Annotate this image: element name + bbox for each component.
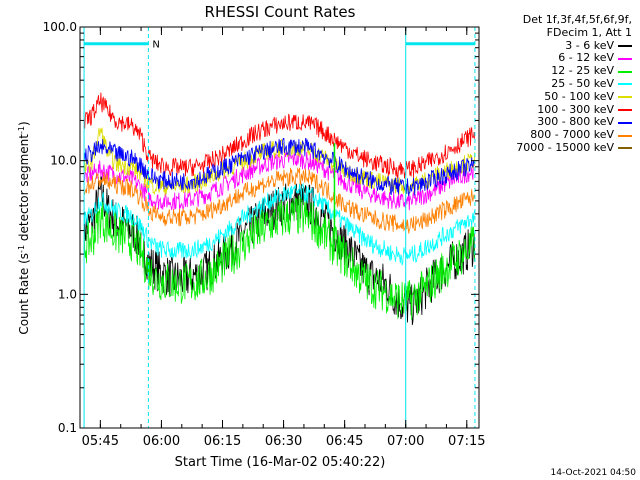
legend-swatch [618,147,632,150]
legend-header-line: FDecim 1, Att 1 [546,25,632,39]
series-line-7 [83,167,476,234]
x-tick-label: 07:00 [387,434,424,449]
legend-label: 800 - 7000 keV [530,128,614,142]
legend-entry: 100 - 300 keV [516,102,632,117]
y-axis-label-part: detector segment [17,134,31,245]
series-line-3 [83,182,476,267]
y-axis-label: Count Rate (s-1 detector segment-1) [17,121,32,334]
timestamp: 14-Oct-2021 04:50 [550,468,636,478]
legend-entry: 3 - 6 keV [516,38,632,53]
y-tick-label: 10.0 [50,154,77,168]
legend-label: 6 - 12 keV [558,51,614,65]
legend-swatch [618,70,632,73]
y-axis-label-exponent: -1 [17,126,26,134]
legend-label: 300 - 800 keV [537,115,614,129]
legend-entries: 3 - 6 keV 6 - 12 keV 12 - 25 keV 25 - 50 ke… [516,38,632,155]
legend-swatch [618,44,632,47]
legend-swatch [618,134,632,137]
series-line-5 [83,92,476,179]
series-line-2 [83,195,476,320]
legend-entry: 12 - 25 keV [516,64,632,78]
legend-label: 3 - 6 keV [565,38,614,52]
legend-swatch [618,96,632,99]
y-axis-label-exponent: -1 [17,245,26,253]
legend-entry: 800 - 7000 keV [516,128,632,142]
legend-label: 7000 - 15000 keV [516,140,614,154]
chart-title: RHESSI Count Rates [205,3,356,21]
y-tick-label: 1.0 [58,287,77,301]
x-tick-label: 06:00 [143,434,180,449]
x-tick-label: 06:15 [204,434,241,449]
series-line-1 [83,150,476,211]
legend-label: 100 - 300 keV [537,102,614,116]
legend-swatch [618,121,632,124]
x-tick-label: 06:30 [265,434,302,449]
legend-swatch [618,83,632,86]
legend-label: 12 - 25 keV [551,64,614,78]
legend-label: 50 - 100 keV [544,89,614,103]
x-tick-label: 05:45 [82,434,119,449]
legend-header-line: Det 1f,3f,4f,5f,6f,9f, [522,13,632,26]
legend: Det 1f,3f,4f,5f,6f,9f, FDecim 1, Att 1 3… [516,13,632,155]
x-tick-label: 06:45 [326,434,363,449]
legend-entry: 300 - 800 keV [516,116,632,129]
y-tick-label: 100.0 [43,20,77,34]
plot-area: N 0.1 1.0 10.0 100.0 05:45 06:00 06:15 06:30 06:4… [43,20,486,449]
y-tick-label: 0.1 [58,421,77,435]
x-axis-label: Start Time (16-Mar-02 05:40:22) [175,455,386,470]
legend-label: 25 - 50 keV [551,76,614,90]
legend-entry: 6 - 12 keV [516,52,632,65]
legend-swatch [618,108,632,111]
series-line-6 [83,137,475,197]
attenuator-label: N [152,40,159,51]
x-tick-label: 07:15 [448,434,485,449]
series-line-4 [83,127,476,196]
legend-entry: 25 - 50 keV [516,76,632,91]
legend-entry: 50 - 100 keV [516,89,632,104]
plot-frame [79,26,480,429]
y-axis-label-part: Count Rate (s [17,253,31,335]
legend-swatch [618,57,632,60]
y-axis-label-part: ) [17,121,31,126]
legend-entry: 7000 - 15000 keV [516,140,632,155]
